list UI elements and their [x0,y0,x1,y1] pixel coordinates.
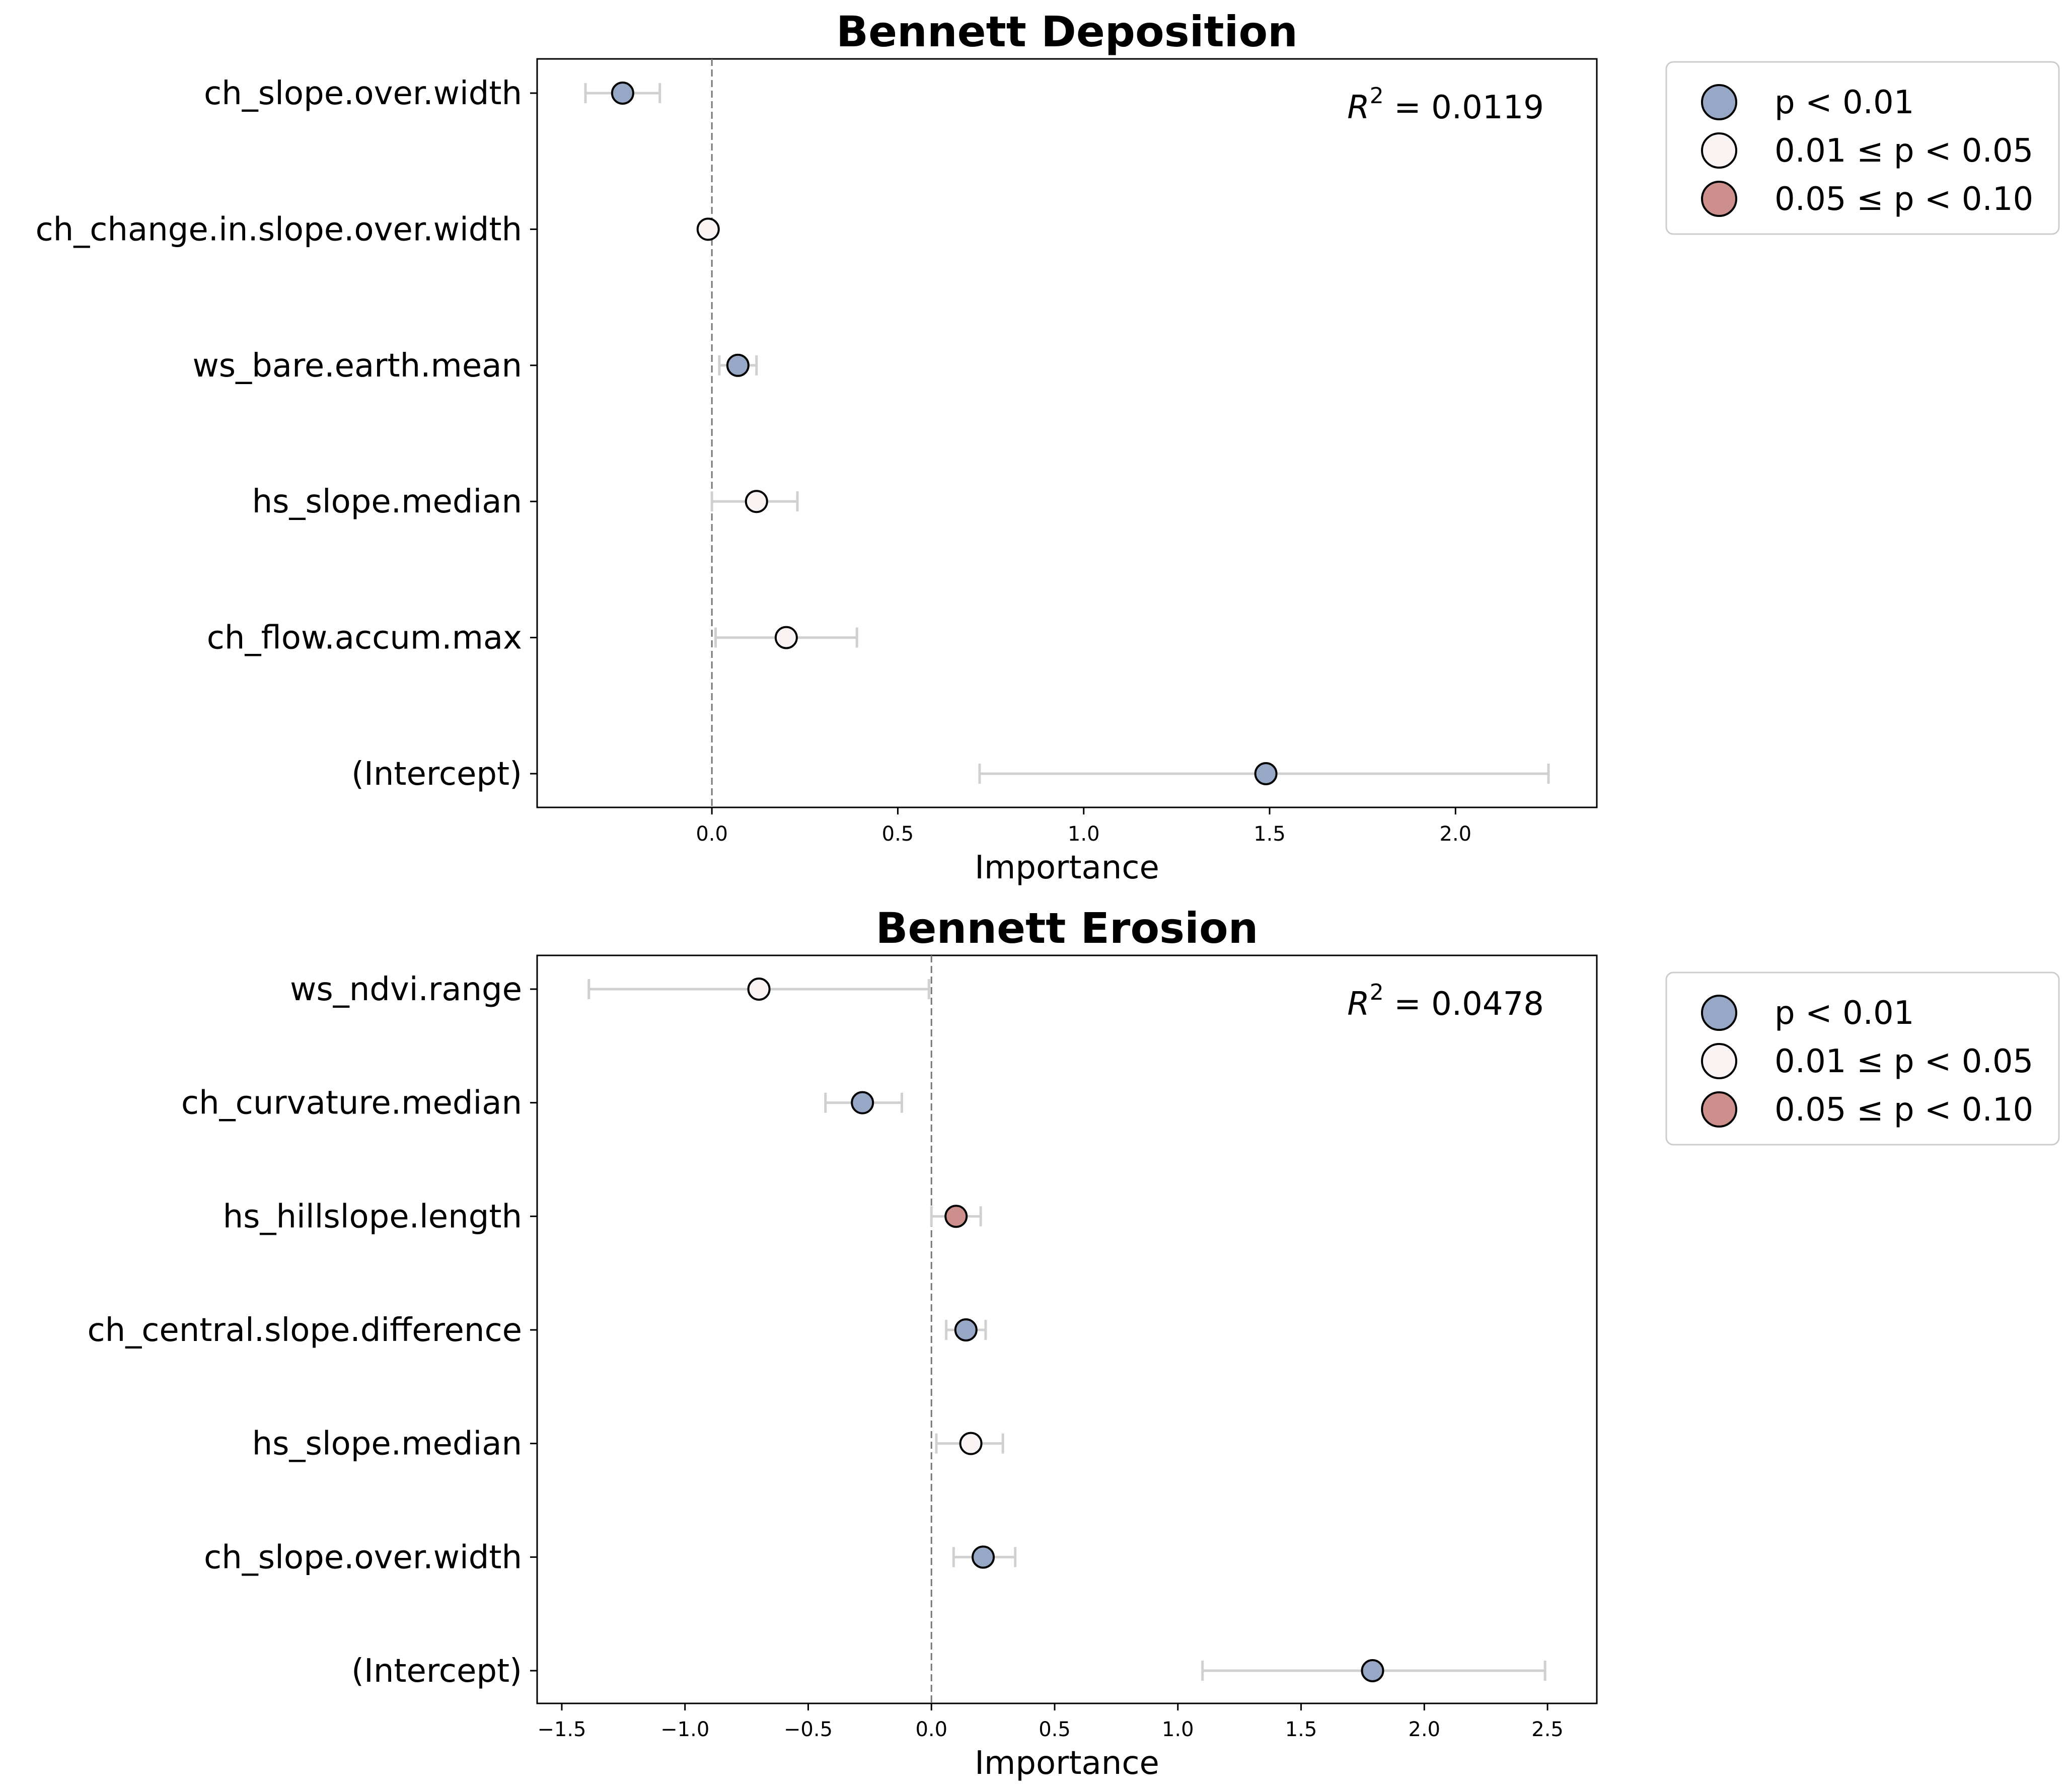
x-tick-label: 1.0 [1068,823,1100,846]
x-tick-label: −1.5 [537,1718,586,1741]
r-squared-symbol: R [1347,89,1369,126]
y-tick-label: ch_central.slope.difference [87,1312,522,1349]
y-tick-label: ws_bare.earth.mean [192,347,522,385]
y-tick-label: ch_curvature.median [181,1085,522,1122]
x-tick-label: 2.0 [1440,823,1472,846]
chart-title: Bennett Deposition [836,7,1298,56]
coefficient-point [851,1091,874,1114]
x-tick-label: 1.0 [1162,1718,1194,1741]
x-tick-label: 2.5 [1531,1718,1564,1741]
legend-label: 0.01 ≤ p < 0.05 [1775,1043,2033,1080]
r-squared-value: = 0.0478 [1384,986,1544,1023]
legend: p < 0.01 0.01 ≤ p < 0.05 0.05 ≤ p < 0.10 [1665,972,2060,1146]
legend: p < 0.01 0.01 ≤ p < 0.05 0.05 ≤ p < 0.10 [1665,61,2060,235]
legend-marker [1701,1043,1737,1079]
x-tick-label: 1.5 [1253,823,1286,846]
r-squared-annotation: R2 = 0.0478 [1347,980,1544,1023]
legend-frame [1665,61,2060,235]
r-squared-value: = 0.0119 [1384,89,1544,126]
x-axis-label: Importance [975,849,1159,886]
y-tick-label: hs_hillslope.length [223,1198,522,1235]
chart-title: Bennett Erosion [876,904,1259,953]
y-tick-label: hs_slope.median [252,483,522,520]
chart-panel-2: Bennett Erosion −1.5 −1.0 −0.5 0.0 0.5 1.0 1.5 2… [87,904,2060,1782]
coefficient-point [745,490,768,513]
legend-marker [1701,995,1737,1031]
y-tick-label: (Intercept) [351,1653,522,1690]
legend-marker [1701,84,1737,120]
plot-frame [536,58,1598,808]
y-tick-label: hs_slope.median [252,1426,522,1463]
coefficient-point [944,1205,968,1228]
legend-label: 0.05 ≤ p < 0.10 [1775,181,2033,218]
legend-marker [1701,181,1737,217]
x-tick-label: 0.5 [1039,1718,1071,1741]
coefficient-point [954,1318,978,1341]
r-squared-annotation: R2 = 0.0119 [1347,83,1544,126]
x-axis-label: Importance [975,1745,1159,1782]
legend-marker [1701,1091,1737,1128]
legend-label: p < 0.01 [1775,84,1914,121]
x-tick-label: −0.5 [784,1718,833,1741]
x-tick-label: 0.0 [915,1718,947,1741]
coefficient-point [1361,1659,1384,1682]
y-tick-label: ch_change.in.slope.over.width [35,211,522,248]
legend-label: 0.01 ≤ p < 0.05 [1775,132,2033,170]
legend-frame [1665,972,2060,1146]
coefficient-point [1254,762,1278,785]
y-tick-label: (Intercept) [351,756,522,793]
r-squared-exponent: 2 [1370,83,1384,109]
x-tick-label: 0.0 [696,823,728,846]
coefficient-point [611,82,634,105]
legend-label: p < 0.01 [1775,995,1914,1032]
coefficient-point [696,217,720,241]
coefficient-point [774,626,798,649]
r-squared-exponent: 2 [1370,980,1384,1005]
y-tick-label: ch_slope.over.width [204,1539,522,1576]
y-tick-label: ch_flow.accum.max [207,620,522,657]
x-tick-label: 0.5 [882,823,914,846]
chart-panel-1: Bennett Deposition 0.0 0.5 1.0 1.5 2.0 Importa… [35,7,2060,886]
x-tick-label: 1.5 [1285,1718,1317,1741]
coefficient-point [959,1432,983,1455]
coefficient-point [726,353,750,377]
r-squared-symbol: R [1347,986,1369,1023]
coefficient-point [747,978,771,1001]
y-tick-label: ws_ndvi.range [290,971,522,1008]
x-tick-label: 2.0 [1409,1718,1441,1741]
legend-label: 0.05 ≤ p < 0.10 [1775,1091,2033,1129]
y-tick-label: ch_slope.over.width [204,75,522,112]
legend-marker [1701,132,1737,169]
x-tick-label: −1.0 [660,1718,709,1741]
coefficient-point [972,1545,995,1569]
